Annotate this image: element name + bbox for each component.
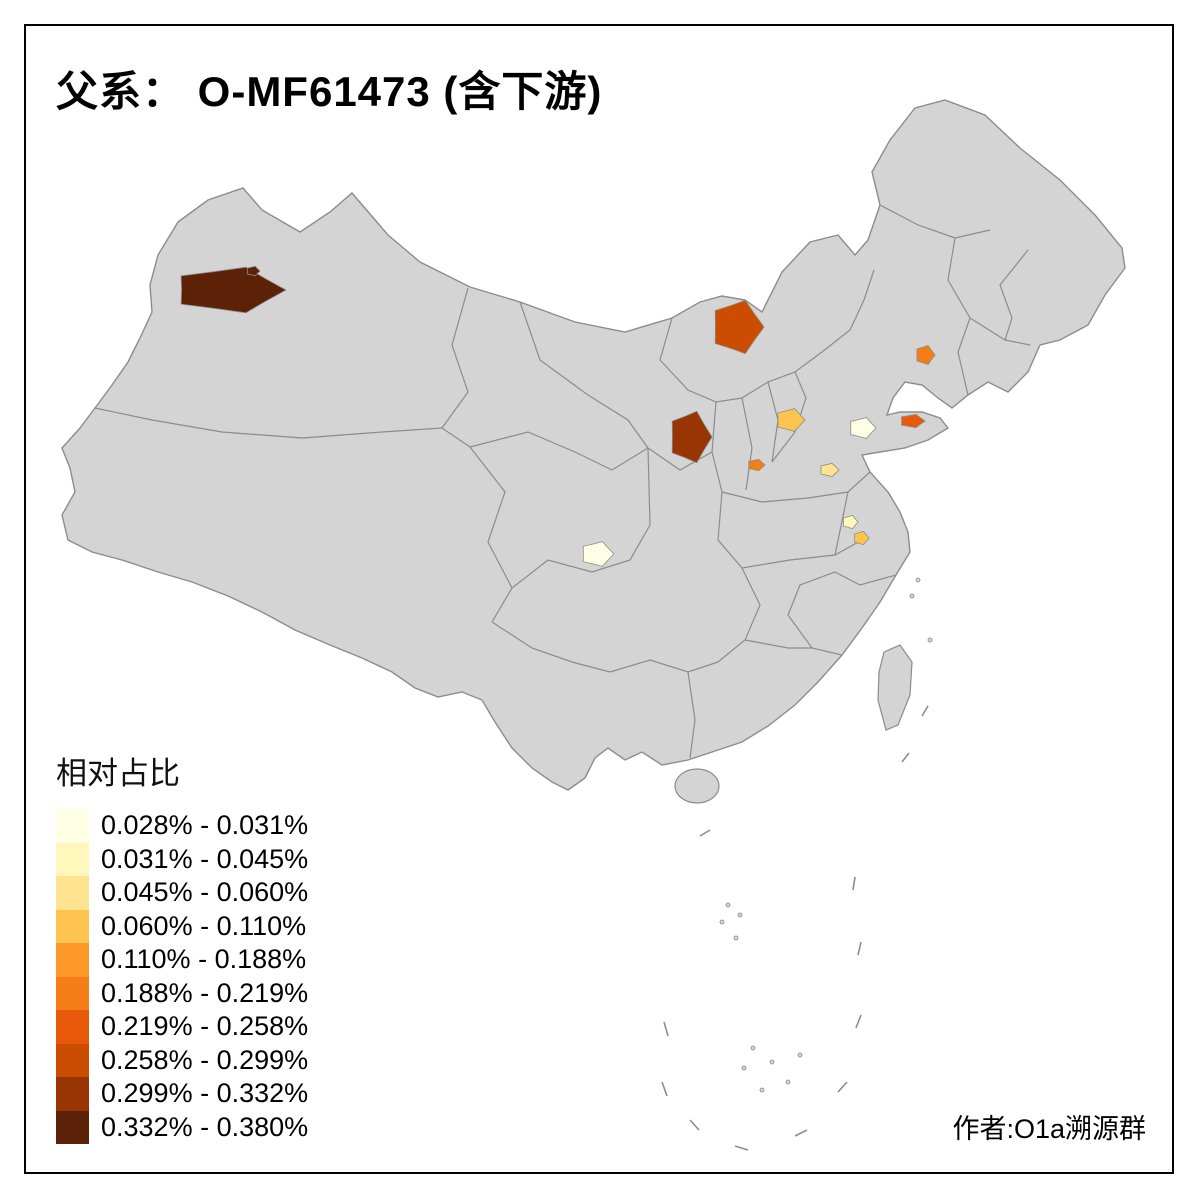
map-region-henan-west <box>748 458 766 472</box>
legend-swatch <box>56 842 89 876</box>
highlight-regions <box>180 265 936 567</box>
legend-item: 0.332% - 0.380% <box>56 1110 309 1144</box>
islet-dot <box>733 935 739 941</box>
legend-item: 0.028% - 0.031% <box>56 809 308 843</box>
islet-dot <box>915 577 921 583</box>
islet-dot <box>927 637 933 643</box>
legend-label: 0.258% - 0.299% <box>101 1044 309 1075</box>
legend-label: 0.188% - 0.219% <box>101 977 309 1008</box>
map-region-shandong-tip <box>901 413 926 429</box>
islet-dot <box>769 1059 775 1065</box>
legend-swatch <box>56 909 89 943</box>
legend-swatch <box>56 1010 89 1044</box>
legend-label: 0.031% - 0.045% <box>101 843 309 874</box>
islet-dot <box>725 902 731 908</box>
islet-dot <box>719 919 725 925</box>
islet-dot <box>750 1045 756 1051</box>
islet-dot <box>737 912 743 918</box>
islet-dot <box>759 1087 765 1093</box>
legend-swatch <box>56 876 89 910</box>
legend-label: 0.028% - 0.031% <box>101 810 309 841</box>
legend-label: 0.299% - 0.332% <box>101 1078 309 1109</box>
legend-swatch <box>56 809 89 843</box>
legend-swatch <box>56 976 89 1010</box>
map-region-jiangsu-north <box>843 514 859 530</box>
legend-items: 0.028% - 0.031% 0.031% - 0.045% 0.045% - 0… <box>56 809 308 1144</box>
map-region-shaanxi-north <box>671 410 713 464</box>
islet-dot <box>741 1065 747 1071</box>
legend-label: 0.060% - 0.110% <box>101 910 307 941</box>
legend-label: 0.332% - 0.380% <box>101 1111 309 1142</box>
map-region-shandong-west-pale <box>850 417 877 439</box>
map-region-huaibei-pale <box>820 462 840 478</box>
map-region-liaoning-coast <box>916 345 936 365</box>
map-region-sichuan-cream <box>582 541 615 567</box>
islet-dot <box>909 593 915 599</box>
legend-item: 0.045% - 0.060% <box>56 876 308 910</box>
legend-label: 0.110% - 0.188% <box>101 944 307 975</box>
legend-item: 0.219% - 0.258% <box>56 1010 308 1044</box>
map-region-jiangsu-mid <box>854 530 870 546</box>
hainan-island <box>674 768 720 804</box>
legend-label: 0.219% - 0.258% <box>101 1011 309 1042</box>
map-region-xinjiang-small-dot <box>246 265 261 277</box>
map-region-hebei-south <box>777 408 806 432</box>
legend-swatch <box>56 1110 89 1144</box>
islet-dot <box>797 1052 803 1058</box>
map-region-inner-mongolia <box>714 299 765 355</box>
legend-swatch <box>56 943 89 977</box>
coastal-island-dots <box>719 577 933 1093</box>
legend: 相对占比 0.028% - 0.031% 0.031% - 0.045% 0.045… <box>56 748 308 1144</box>
author-credit: 作者:O1a溯源群 <box>952 1114 1146 1144</box>
legend-item: 0.060% - 0.110% <box>56 909 308 943</box>
mainland-outline <box>61 99 1126 791</box>
legend-label: 0.045% - 0.060% <box>101 877 309 908</box>
legend-item: 0.188% - 0.219% <box>56 976 309 1010</box>
islet-dot <box>785 1079 791 1085</box>
sea-dash-line <box>661 705 929 1151</box>
legend-item: 0.031% - 0.045% <box>56 842 309 876</box>
legend-swatch <box>56 1043 89 1077</box>
map-title: 父系： O-MF61473 (含下游) <box>56 68 603 115</box>
legend-item: 0.258% - 0.299% <box>56 1043 309 1077</box>
legend-item: 0.110% - 0.188% <box>56 943 308 977</box>
taiwan-island <box>877 644 913 731</box>
legend-swatch <box>56 1077 89 1111</box>
legend-item: 0.299% - 0.332% <box>56 1077 308 1111</box>
province-boundaries <box>94 204 1031 759</box>
legend-title: 相对占比 <box>56 756 180 791</box>
